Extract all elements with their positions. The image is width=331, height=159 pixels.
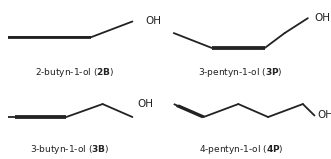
Text: OH: OH xyxy=(318,111,331,121)
Text: OH: OH xyxy=(314,13,330,23)
Text: 2-butyn-1-ol ($\mathbf{2B}$): 2-butyn-1-ol ($\mathbf{2B}$) xyxy=(35,66,114,79)
Text: 3-pentyn-1-ol ($\mathbf{3P}$): 3-pentyn-1-ol ($\mathbf{3P}$) xyxy=(198,66,282,79)
Text: 4-pentyn-1-ol ($\mathbf{4P}$): 4-pentyn-1-ol ($\mathbf{4P}$) xyxy=(199,143,284,156)
Text: OH: OH xyxy=(137,99,153,109)
Text: OH: OH xyxy=(146,17,162,27)
Text: 3-butyn-1-ol ($\mathbf{3B}$): 3-butyn-1-ol ($\mathbf{3B}$) xyxy=(30,143,109,156)
